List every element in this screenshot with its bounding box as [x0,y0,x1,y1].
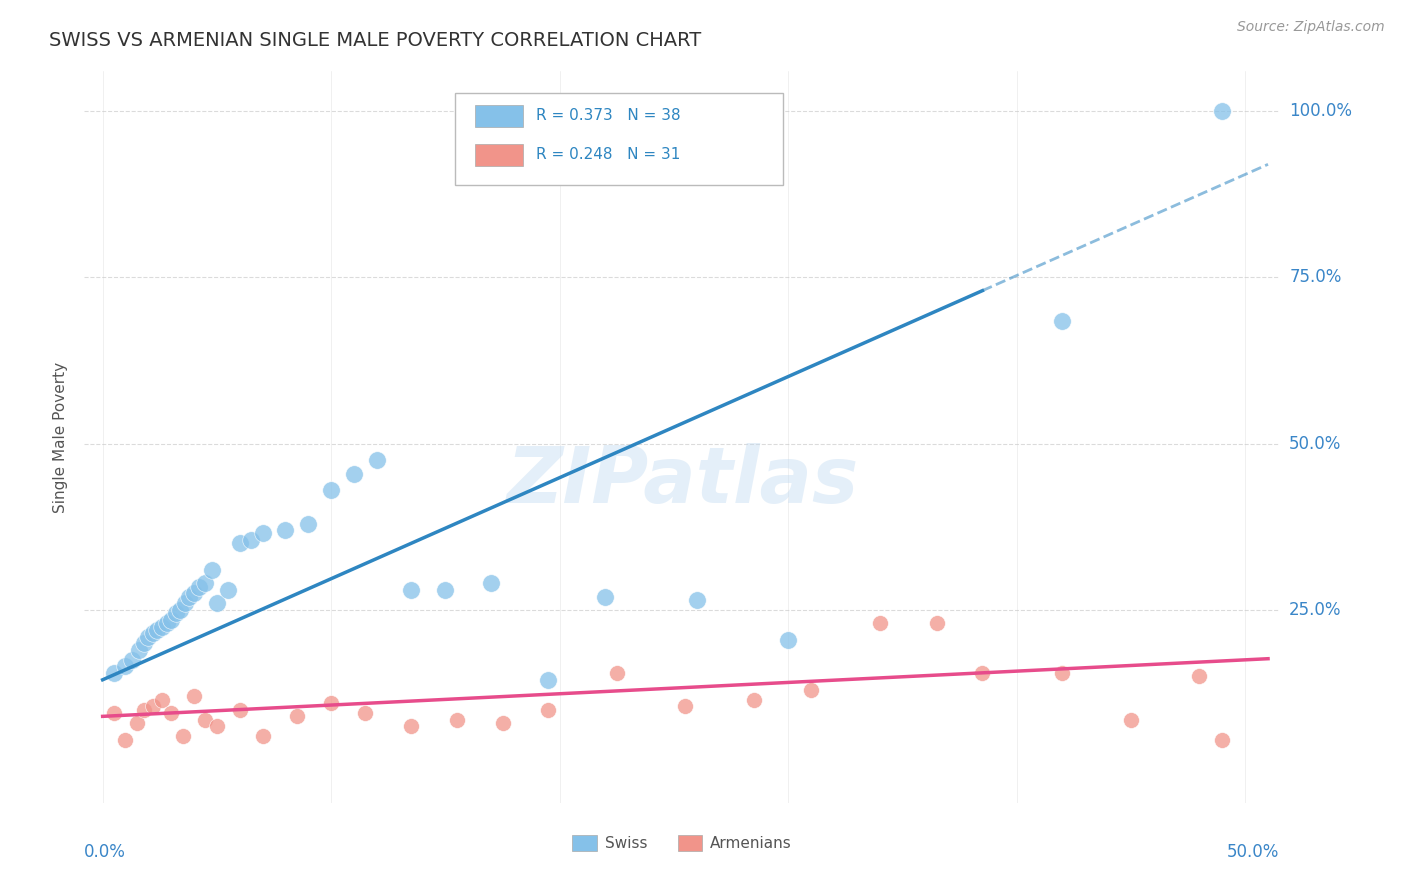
Point [1119,713,1142,727]
Point [160,613,183,627]
Text: 75.0%: 75.0% [1289,268,1341,286]
Text: 25.0%: 25.0% [1289,601,1341,619]
Point [240,533,263,548]
Point [321,483,343,498]
Text: 50.0%: 50.0% [1289,434,1341,453]
Point [778,632,800,647]
Point [285,709,308,723]
Text: R = 0.373   N = 38: R = 0.373 N = 38 [536,109,681,123]
Point [1211,104,1233,119]
Point [125,716,148,731]
Point [142,699,165,714]
Point [183,690,205,704]
Point [252,526,274,541]
Point [132,703,155,717]
Point [321,696,343,710]
Point [343,467,366,481]
Point [121,653,143,667]
Point [114,659,136,673]
Point [366,453,388,467]
Point [179,590,201,604]
Point [606,666,628,681]
Point [138,630,160,644]
Point [800,682,823,697]
Point [172,729,194,743]
Point [686,593,709,607]
FancyBboxPatch shape [475,105,523,127]
Point [537,673,560,687]
Point [274,523,297,537]
Text: ZIPatlas: ZIPatlas [506,443,858,519]
Point [229,703,252,717]
Point [205,719,228,733]
Point [399,582,422,597]
Point [194,713,217,727]
Point [194,576,217,591]
Point [434,582,457,597]
Point [160,706,183,720]
Point [1052,314,1074,328]
Point [169,603,191,617]
Legend: Swiss, Armenians: Swiss, Armenians [567,830,797,857]
Point [1052,666,1074,681]
Point [479,576,502,591]
Point [128,643,150,657]
Point [673,699,696,714]
FancyBboxPatch shape [456,94,783,185]
Point [399,719,422,733]
Point [146,623,169,637]
Point [150,619,173,633]
Point [165,607,187,621]
Point [150,692,173,706]
Point [869,616,891,631]
Point [446,713,468,727]
Text: 100.0%: 100.0% [1289,103,1353,120]
Point [742,692,765,706]
Point [1211,732,1233,747]
Text: SWISS VS ARMENIAN SINGLE MALE POVERTY CORRELATION CHART: SWISS VS ARMENIAN SINGLE MALE POVERTY CO… [49,31,702,50]
Point [174,596,197,610]
Point [537,703,560,717]
Point [297,516,319,531]
FancyBboxPatch shape [475,144,523,166]
Point [205,596,228,610]
Point [183,586,205,600]
Point [142,626,165,640]
Point [252,729,274,743]
Point [972,666,994,681]
Point [229,536,252,550]
Text: 50.0%: 50.0% [1227,843,1279,861]
Point [114,732,136,747]
Point [354,706,377,720]
Point [925,616,948,631]
Point [217,582,239,597]
Point [201,563,224,577]
Y-axis label: Single Male Poverty: Single Male Poverty [53,361,69,513]
Text: R = 0.248   N = 31: R = 0.248 N = 31 [536,147,681,162]
Text: 0.0%: 0.0% [84,843,127,861]
Point [132,636,155,650]
Point [595,590,617,604]
Point [103,706,125,720]
Point [103,666,125,681]
Text: Source: ZipAtlas.com: Source: ZipAtlas.com [1237,20,1385,34]
Point [1188,669,1211,683]
Point [156,616,179,631]
Point [187,580,209,594]
Point [491,716,513,731]
